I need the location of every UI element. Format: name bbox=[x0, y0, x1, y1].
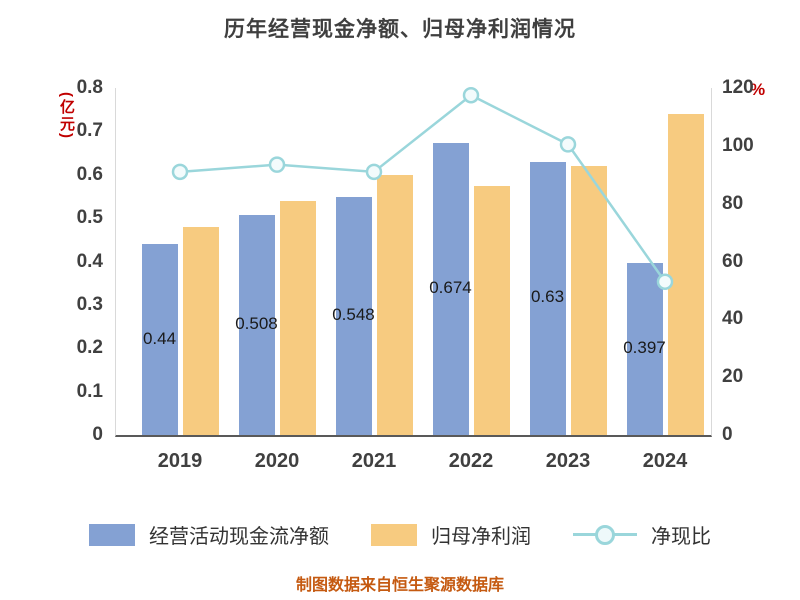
right-axis-unit-label: % bbox=[750, 80, 766, 99]
legend-net-cash-ratio: 净现比 bbox=[573, 520, 711, 549]
x-axis-label: 2022 bbox=[448, 450, 494, 472]
x-axis-label: 2024 bbox=[642, 450, 688, 472]
legend-operating-cashflow: 经营活动现金流净额 bbox=[89, 520, 329, 549]
legend: 经营活动现金流净额 归母净利润 净现比 bbox=[0, 520, 800, 549]
line-marker bbox=[559, 136, 577, 153]
bar-value-label: 0.397 bbox=[623, 337, 666, 357]
right-axis-tick: 100 bbox=[722, 134, 754, 156]
left-axis-tick: 0.5 bbox=[76, 207, 103, 229]
left-axis-tick: 0.6 bbox=[76, 163, 103, 185]
bar-net-profit bbox=[376, 174, 413, 435]
chart-title: 历年经营现金净额、归母净利润情况 bbox=[224, 18, 576, 41]
line-marker bbox=[656, 273, 674, 290]
line-path bbox=[179, 93, 667, 283]
legend-swatch bbox=[89, 523, 135, 546]
bar-operating-cashflow bbox=[335, 197, 372, 435]
left-axis-tick: 0.3 bbox=[76, 293, 103, 315]
legend-label: 净现比 bbox=[651, 526, 711, 548]
right-axis-tick: 120 bbox=[722, 77, 754, 98]
x-axis-label: 2019 bbox=[157, 450, 203, 472]
right-axis-tick: 60 bbox=[722, 250, 744, 272]
x-axis-label: 2023 bbox=[545, 450, 591, 472]
bar-net-profit bbox=[473, 185, 510, 435]
net-cash-ratio-line bbox=[171, 86, 674, 290]
bar-net-profit bbox=[570, 166, 607, 435]
left-axis-tick: 0.1 bbox=[76, 380, 103, 402]
bar-value-label: 0.44 bbox=[142, 328, 177, 348]
line-marker bbox=[268, 156, 286, 173]
bar-value-label: 0.548 bbox=[332, 305, 375, 325]
line-marker bbox=[171, 163, 189, 181]
bar-value-label: 0.63 bbox=[530, 287, 565, 307]
legend-label: 经营活动现金流净额 bbox=[149, 526, 329, 548]
bar-operating-cashflow bbox=[238, 214, 275, 435]
bar-net-profit bbox=[279, 200, 316, 435]
left-axis-tick: 0.7 bbox=[76, 120, 103, 142]
bar-operating-cashflow bbox=[626, 262, 663, 435]
left-axis-tick: 0.2 bbox=[76, 337, 103, 359]
plot-area bbox=[115, 88, 712, 437]
legend-net-profit: 归母净利润 bbox=[371, 520, 531, 549]
bar-operating-cashflow bbox=[141, 244, 178, 435]
x-axis-label: 2020 bbox=[254, 450, 300, 472]
right-axis-tick: 0 bbox=[722, 424, 733, 445]
bar-net-profit bbox=[667, 114, 704, 435]
right-axis-tick: 80 bbox=[722, 192, 744, 214]
legend-label: 归母净利润 bbox=[431, 526, 531, 548]
bar-net-profit bbox=[182, 226, 219, 435]
line-marker bbox=[462, 86, 480, 104]
x-axis-label: 2021 bbox=[351, 450, 397, 472]
legend-circle bbox=[595, 524, 615, 545]
line-marker bbox=[365, 163, 383, 181]
legend-line-marker-icon bbox=[573, 524, 637, 546]
left-axis-tick: 0.8 bbox=[76, 77, 103, 98]
left-axis-unit-label: (亿元) bbox=[58, 92, 75, 140]
data-source-note: 制图数据来自恒生聚源数据库 bbox=[295, 577, 504, 594]
left-axis-tick: 0 bbox=[92, 424, 103, 445]
left-axis-tick: 0.4 bbox=[76, 250, 103, 272]
bar-value-label: 0.508 bbox=[235, 313, 278, 333]
right-axis-tick: 40 bbox=[722, 308, 744, 330]
bar-operating-cashflow bbox=[529, 161, 566, 435]
bar-value-label: 0.674 bbox=[429, 277, 472, 297]
bar-operating-cashflow bbox=[432, 142, 469, 435]
legend-swatch bbox=[371, 523, 417, 546]
right-axis-tick: 20 bbox=[722, 366, 744, 388]
